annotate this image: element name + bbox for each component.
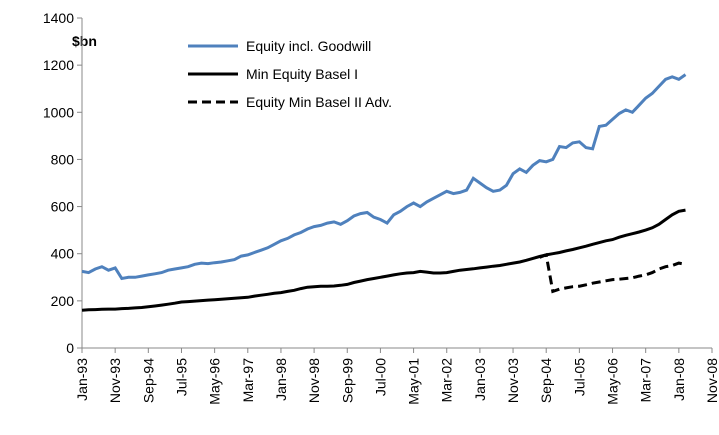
x-tick-label: Nov-93	[107, 358, 123, 403]
series-line	[539, 252, 686, 294]
y-tick-label: 600	[51, 199, 75, 215]
series-line	[81, 208, 686, 312]
series-line	[81, 73, 687, 281]
y-tick-label: 1200	[43, 57, 74, 73]
x-tick-label: Sep-94	[140, 358, 156, 403]
x-tick-label: Jan-03	[472, 358, 488, 401]
x-tick-label: Jul-00	[372, 358, 388, 396]
x-tick-label: Nov-03	[505, 358, 521, 403]
x-tick-label: May-01	[406, 358, 422, 405]
legend-label: Equity incl. Goodwill	[246, 38, 371, 54]
x-tick-label: Nov-98	[306, 358, 322, 403]
legend-label: Equity Min Basel II Adv.	[246, 94, 392, 110]
legend-label: Min Equity Basel I	[246, 66, 358, 82]
y-tick-label: 1000	[43, 104, 74, 120]
x-tick-label: Mar-02	[439, 358, 455, 403]
x-tick-label: Nov-08	[704, 358, 719, 403]
x-tick-label: Jul-05	[571, 358, 587, 396]
y-tick-label: 1400	[43, 10, 74, 26]
x-tick-label: Jan-98	[273, 358, 289, 401]
x-tick-label: Jan-93	[74, 358, 90, 401]
y-axis-label: $bn	[72, 33, 97, 49]
y-tick-label: 800	[51, 151, 75, 167]
x-tick-label: Sep-04	[538, 358, 554, 403]
y-tick-label: 200	[51, 293, 75, 309]
x-tick-label: May-06	[605, 358, 621, 405]
x-tick-label: Jan-08	[671, 358, 687, 401]
y-tick-label: 400	[51, 246, 75, 262]
x-tick-label: Sep-99	[339, 358, 355, 403]
y-tick-label: 0	[66, 340, 74, 356]
x-tick-label: May-96	[207, 358, 223, 405]
x-tick-label: Mar-97	[240, 358, 256, 403]
x-tick-label: Jul-95	[173, 358, 189, 396]
x-tick-label: Mar-07	[638, 358, 654, 403]
